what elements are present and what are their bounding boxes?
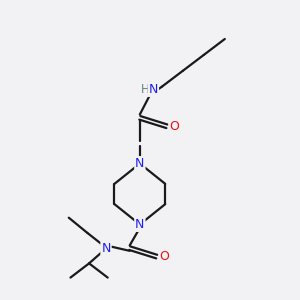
Text: N: N xyxy=(149,83,158,96)
Text: H: H xyxy=(140,83,149,96)
Text: O: O xyxy=(169,120,179,133)
Text: N: N xyxy=(101,242,111,255)
Text: N: N xyxy=(135,157,145,170)
Text: O: O xyxy=(159,250,169,263)
Text: N: N xyxy=(135,218,145,231)
